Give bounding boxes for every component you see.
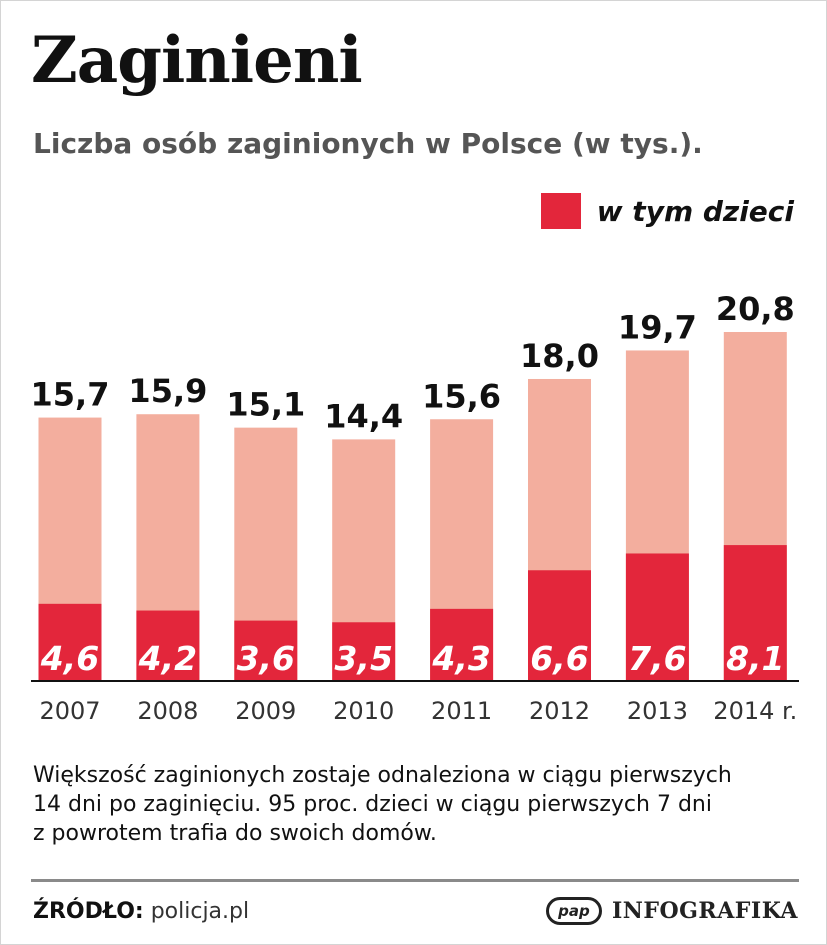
bar-children (332, 622, 396, 681)
total-value-label: 15,7 (31, 376, 110, 414)
children-value-label: 8,1 (726, 639, 784, 678)
brand: pap INFOGRAFIKA (545, 897, 798, 925)
source-credit: ŹRÓDŁO: policja.pl (33, 899, 249, 924)
footer-divider (31, 879, 799, 882)
x-tick-label: 2009 (235, 697, 296, 725)
bar-children (136, 610, 200, 681)
page-title: Zaginieni (31, 23, 363, 98)
x-tick-label: 2012 (529, 697, 590, 725)
legend-swatch-children (540, 193, 581, 229)
bar-children (430, 608, 494, 681)
pap-logo-text: pap (558, 902, 590, 920)
children-value-label: 3,5 (334, 639, 392, 678)
bar-children (723, 545, 787, 681)
children-value-label: 6,6 (530, 639, 588, 678)
x-tick-label: 2008 (137, 697, 198, 725)
children-value-label: 4,6 (40, 639, 99, 678)
children-value-label: 4,3 (431, 639, 490, 678)
children-value-label: 7,6 (628, 639, 686, 678)
total-value-label: 15,9 (128, 372, 207, 410)
footnote-line: z powrotem trafia do swoich domów. (33, 821, 437, 846)
bar-children (234, 620, 298, 681)
bar-children (528, 570, 591, 681)
total-value-label: 20,8 (716, 290, 795, 328)
x-tick-label: 2014 r. (713, 697, 797, 725)
footnote: Większość zaginionych zostaje odnalezion… (33, 761, 803, 848)
x-tick-label: 2007 (39, 697, 100, 725)
x-tick-label: 2013 (627, 697, 688, 725)
bar-children (625, 553, 689, 681)
pap-logo: pap (545, 897, 602, 925)
total-value-label: 14,4 (324, 397, 403, 435)
total-value-label: 15,6 (422, 377, 501, 415)
total-value-label: 18,0 (520, 337, 599, 375)
brand-name: INFOGRAFIKA (611, 898, 798, 924)
legend-label-children: w tym dzieci (596, 194, 794, 228)
bar-children (38, 603, 102, 681)
legend: w tym dzieci (540, 193, 794, 229)
x-tick-label: 2011 (431, 697, 492, 725)
total-value-label: 19,7 (618, 308, 697, 346)
source-label: ŹRÓDŁO: (33, 899, 144, 924)
footnote-line: Większość zaginionych zostaje odnalezion… (33, 763, 732, 788)
chart-subtitle: Liczba osób zaginionych w Polsce (w tys.… (33, 127, 703, 160)
x-tick-label: 2010 (333, 697, 394, 725)
children-value-label: 3,6 (237, 639, 295, 678)
children-value-label: 4,2 (138, 639, 197, 678)
footnote-line: 14 dni po zaginięciu. 95 proc. dzieci w … (33, 792, 712, 817)
total-value-label: 15,1 (226, 386, 305, 424)
source-value: policja.pl (150, 899, 250, 924)
